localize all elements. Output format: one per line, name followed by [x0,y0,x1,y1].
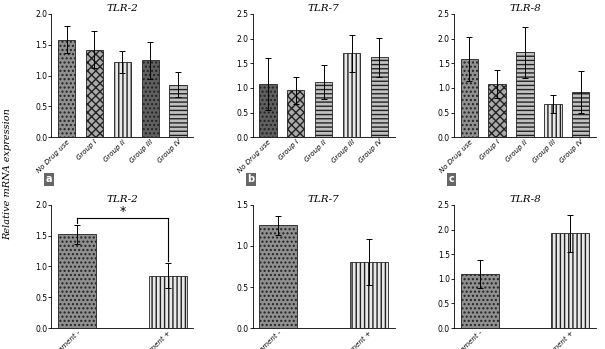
Bar [460,59,478,137]
Bar [371,57,388,137]
Bar [58,235,96,328]
Bar [343,53,360,137]
Bar [287,90,304,137]
Bar [169,85,187,137]
Bar [551,233,589,328]
Bar [259,225,297,328]
Title: TLR-8: TLR-8 [509,4,541,13]
Title: TLR-2: TLR-2 [106,4,138,13]
Bar [86,50,103,137]
Title: TLR-2: TLR-2 [106,195,138,204]
Bar [460,274,499,328]
Bar [58,40,75,137]
Bar [544,104,561,137]
Bar [315,82,332,137]
Bar [142,60,159,137]
Bar [114,62,131,137]
Bar [350,262,388,328]
Title: TLR-8: TLR-8 [509,195,541,204]
Text: *: * [119,205,125,218]
Bar [259,84,276,137]
Bar [149,276,187,328]
Bar [572,92,589,137]
Text: Relative mRNA expression: Relative mRNA expression [3,109,11,240]
Text: c: c [448,174,454,184]
Title: TLR-7: TLR-7 [308,195,339,204]
Bar [488,84,506,137]
Bar [517,52,534,137]
Text: b: b [247,174,254,184]
Title: TLR-7: TLR-7 [308,4,339,13]
Text: a: a [46,174,52,184]
